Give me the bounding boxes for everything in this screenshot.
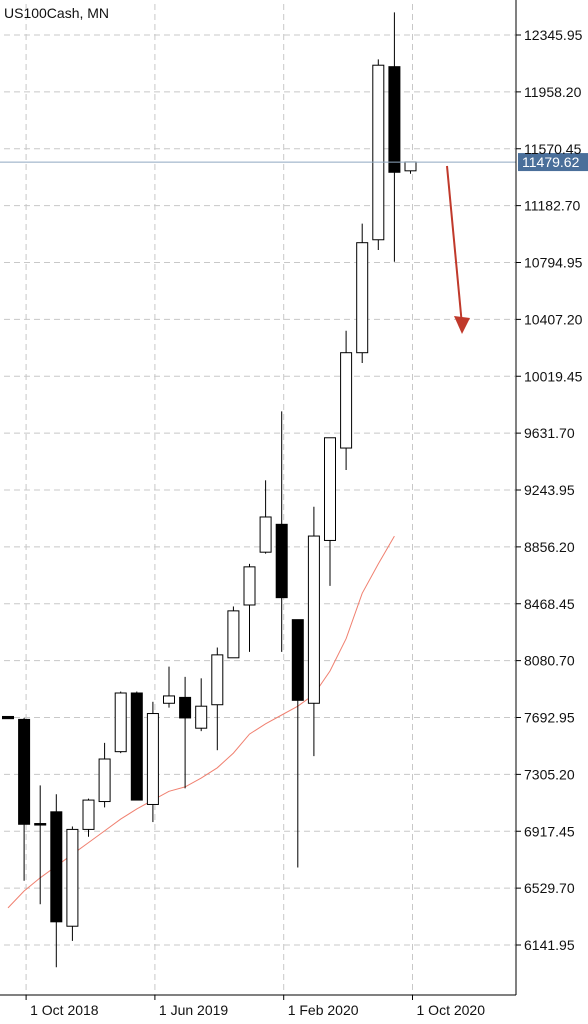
candle-body-bullish: [404, 161, 417, 172]
y-tick-label: 6141.95: [524, 937, 575, 953]
chart-axes: [0, 0, 517, 996]
candle-body-bullish: [324, 437, 336, 541]
x-tick-label: 1 Jun 2019: [159, 1002, 228, 1018]
y-tick-label: 10019.45: [524, 368, 583, 384]
candle: [243, 563, 256, 652]
y-tick-label: 9631.70: [524, 425, 575, 441]
candle-body-bullish: [259, 516, 272, 553]
candle-body-bearish: [291, 619, 304, 701]
y-tick-label: 11570.45: [524, 141, 582, 157]
y-axis-labels: 12345.95 11958.20 11570.45 11182.70 10794.95…: [516, 27, 583, 953]
candle-body-bullish: [66, 828, 79, 927]
candle: [114, 691, 127, 754]
candle: [195, 678, 208, 732]
y-tick-label: 7305.20: [524, 766, 575, 782]
candle: [307, 506, 320, 757]
candle: [340, 330, 353, 471]
candle-body-bullish: [243, 566, 256, 606]
chart-title: US100Cash, MN: [4, 5, 109, 21]
candle: [98, 742, 111, 808]
y-tick-label: 11182.70: [524, 198, 581, 214]
candle: [291, 619, 304, 868]
candle-body-bearish: [130, 692, 143, 801]
current-price-label: 11479.62: [522, 154, 580, 170]
candle: [356, 223, 369, 363]
candle: [146, 701, 159, 823]
candle-body-bearish: [388, 66, 401, 173]
candle: [66, 826, 79, 941]
candle-body-bullish: [146, 713, 159, 805]
current-price-label-bg: [518, 153, 588, 172]
x-tick-label: 1 Oct 2020: [417, 1002, 486, 1018]
candle: [179, 676, 192, 789]
y-tick-label: 11958.20: [524, 84, 582, 100]
y-tick-label: 8468.45: [524, 596, 575, 612]
candle-body-bullish: [82, 799, 95, 830]
forecast-arrow-head: [454, 316, 470, 334]
candle: [163, 666, 175, 708]
candle-body-bearish: [18, 718, 31, 825]
candle: [275, 411, 288, 652]
y-tick-label: 7692.95: [524, 710, 575, 726]
candle: [388, 12, 401, 262]
candle: [211, 647, 224, 751]
candle-body-bullish: [340, 352, 353, 449]
forecast-arrow-shaft: [446, 165, 463, 326]
candle-body-bullish: [211, 654, 224, 706]
x-tick-label: 1 Oct 2018: [30, 1002, 99, 1018]
forecast-arrow: [446, 165, 470, 334]
candle: [227, 606, 240, 659]
y-tick-label: 10407.20: [524, 311, 583, 327]
candle-body-bearish: [275, 523, 288, 599]
candle: [130, 691, 143, 801]
y-tick-label: 8856.20: [524, 539, 575, 555]
x-axis-labels: 1 Oct 2018 1 Jun 2019 1 Feb 2020 1 Oct 2020: [25, 995, 486, 1018]
candle: [2, 715, 14, 720]
candle-body-bullish: [114, 692, 127, 753]
candle: [324, 437, 336, 586]
candle-body-bullish: [163, 695, 175, 704]
candle: [34, 785, 47, 905]
candle: [50, 794, 63, 968]
candle-body-bullish: [98, 758, 111, 803]
candle: [372, 59, 385, 251]
grid-lines: [4, 4, 516, 995]
y-tick-label: 10794.95: [524, 255, 583, 271]
y-tick-label: 6917.45: [524, 823, 575, 839]
y-tick-label: 9243.95: [524, 482, 575, 498]
candle-body-bearish: [2, 715, 14, 720]
candle: [259, 480, 272, 554]
candle: [404, 161, 417, 174]
candle-body-bullish: [195, 705, 208, 729]
candle-body-bullish: [227, 610, 240, 659]
candle-body-bearish: [34, 823, 47, 826]
y-tick-label: 6529.70: [524, 880, 575, 896]
candle: [82, 798, 95, 837]
y-tick-label: 12345.95: [524, 27, 583, 43]
candle-body-bullish: [372, 64, 385, 241]
candle-body-bearish: [50, 811, 63, 923]
candle-body-bearish: [179, 696, 192, 719]
candles: [2, 12, 417, 968]
y-tick-label: 8080.70: [524, 653, 575, 669]
current-price-marker: 11479.62: [0, 153, 588, 172]
x-tick-label: 1 Feb 2020: [288, 1002, 359, 1018]
candle: [18, 717, 31, 881]
candle-body-bullish: [307, 535, 320, 704]
candle-body-bullish: [356, 242, 369, 354]
